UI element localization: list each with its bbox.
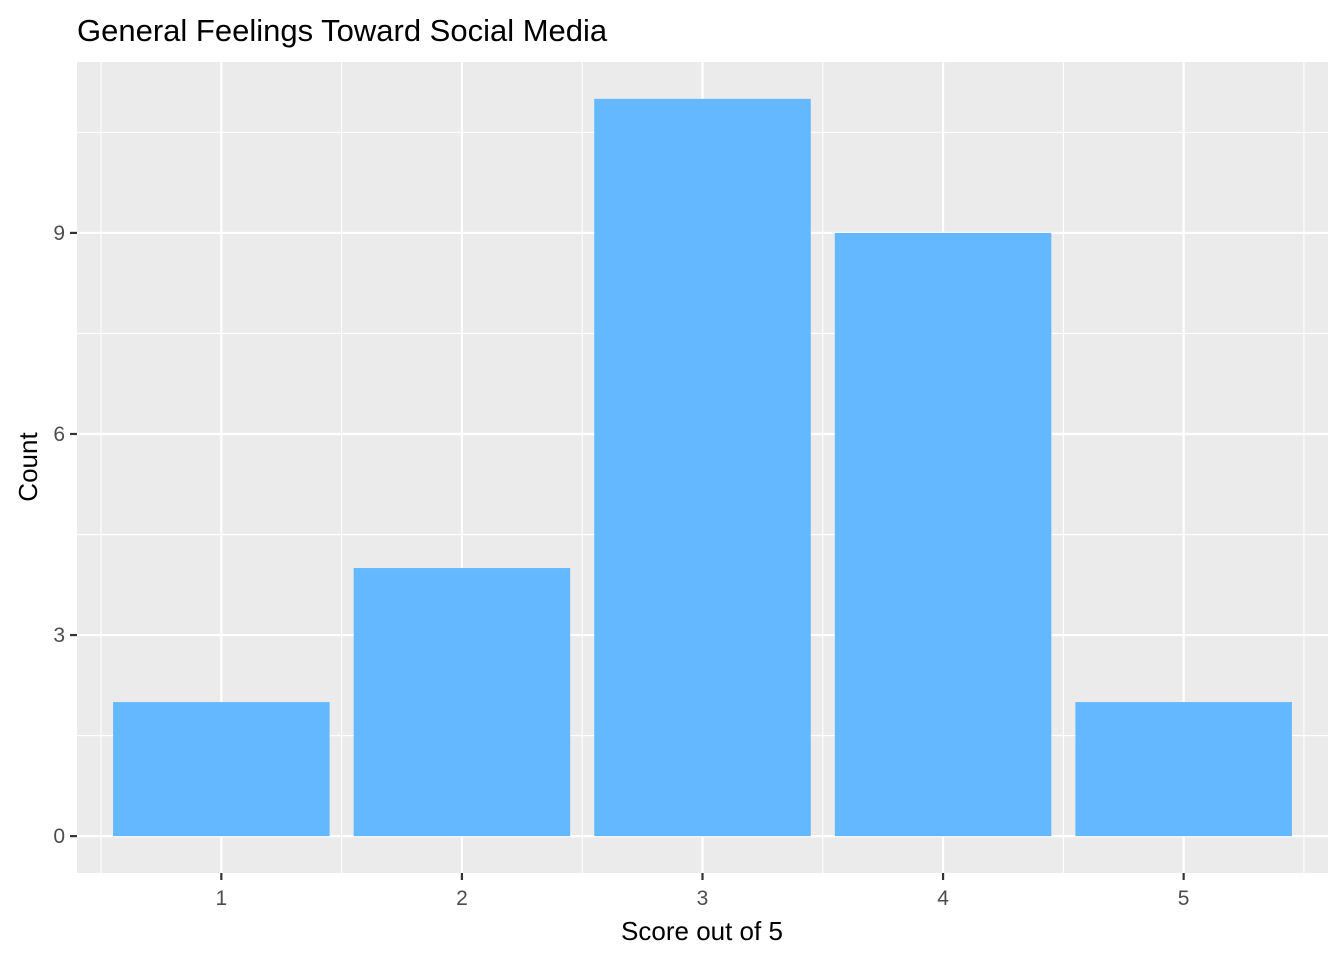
bars — [113, 98, 1292, 837]
bar-1 — [113, 702, 330, 837]
x-tick-label: 4 — [937, 887, 949, 910]
bar-2 — [353, 568, 571, 837]
x-tick-label: 2 — [456, 887, 468, 910]
x-tick-label: 3 — [697, 887, 709, 910]
bar-5 — [1075, 702, 1292, 837]
y-tick-label: 6 — [53, 423, 65, 446]
x-tick-label: 5 — [1178, 887, 1190, 910]
bar-4 — [834, 232, 1052, 837]
y-tick-label: 0 — [53, 825, 65, 848]
y-tick-label: 9 — [53, 222, 65, 245]
bar-3 — [594, 98, 811, 837]
x-axis-label: Score out of 5 — [621, 916, 783, 946]
chart-title: General Feelings Toward Social Media — [77, 13, 608, 48]
x-axis: 1 2 3 4 5 — [216, 873, 1190, 910]
y-axis: 0 3 6 9 — [53, 222, 77, 848]
y-tick-label: 3 — [53, 624, 65, 647]
y-axis-label: Count — [13, 432, 43, 502]
x-tick-label: 1 — [216, 887, 228, 910]
